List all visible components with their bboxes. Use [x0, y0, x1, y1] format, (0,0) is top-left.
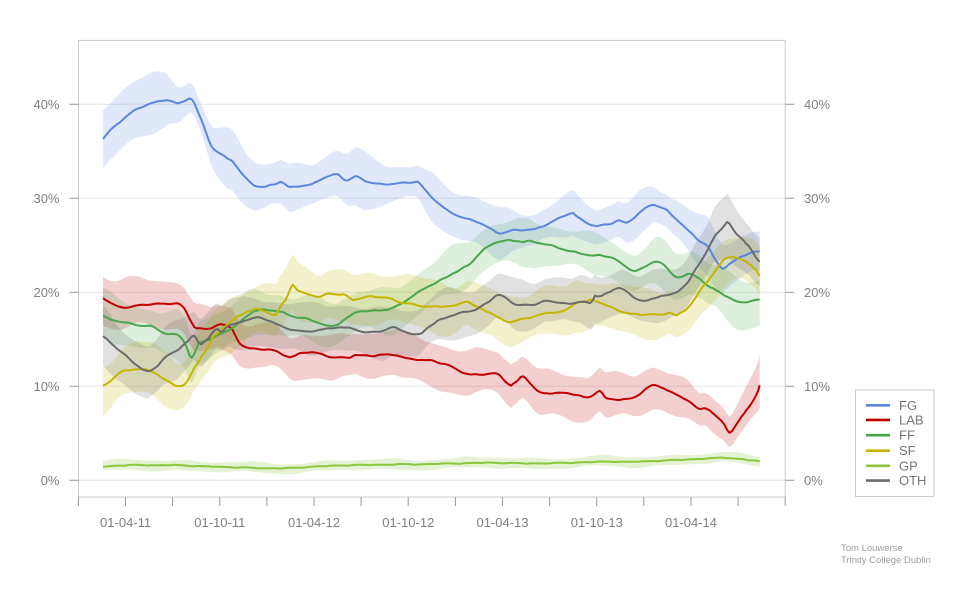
svg-text:10%: 10% [33, 379, 59, 394]
svg-text:20%: 20% [33, 285, 59, 300]
svg-text:LAB: LAB [899, 412, 924, 427]
svg-text:30%: 30% [804, 191, 830, 206]
svg-text:01-10-11: 01-10-11 [194, 515, 245, 530]
svg-text:01-10-13: 01-10-13 [571, 515, 623, 530]
svg-text:Tom Louwerse: Tom Louwerse [841, 543, 903, 554]
svg-text:01-04-11: 01-04-11 [100, 515, 151, 530]
svg-text:10%: 10% [804, 379, 830, 394]
svg-text:GP: GP [899, 458, 918, 473]
svg-text:40%: 40% [33, 97, 59, 112]
svg-text:01-04-13: 01-04-13 [476, 515, 528, 530]
svg-text:0%: 0% [804, 473, 823, 488]
svg-text:OTH: OTH [899, 473, 926, 488]
svg-text:01-10-12: 01-10-12 [382, 515, 434, 530]
svg-text:40%: 40% [804, 97, 830, 112]
svg-text:01-04-12: 01-04-12 [288, 515, 340, 530]
svg-text:01-04-14: 01-04-14 [665, 515, 717, 530]
svg-text:Trinity College Dublin: Trinity College Dublin [841, 555, 931, 566]
svg-text:20%: 20% [804, 285, 830, 300]
svg-text:30%: 30% [33, 191, 59, 206]
svg-text:SF: SF [899, 443, 916, 458]
svg-text:0%: 0% [41, 473, 60, 488]
svg-text:FG: FG [899, 398, 917, 413]
svg-text:FF: FF [899, 428, 915, 443]
